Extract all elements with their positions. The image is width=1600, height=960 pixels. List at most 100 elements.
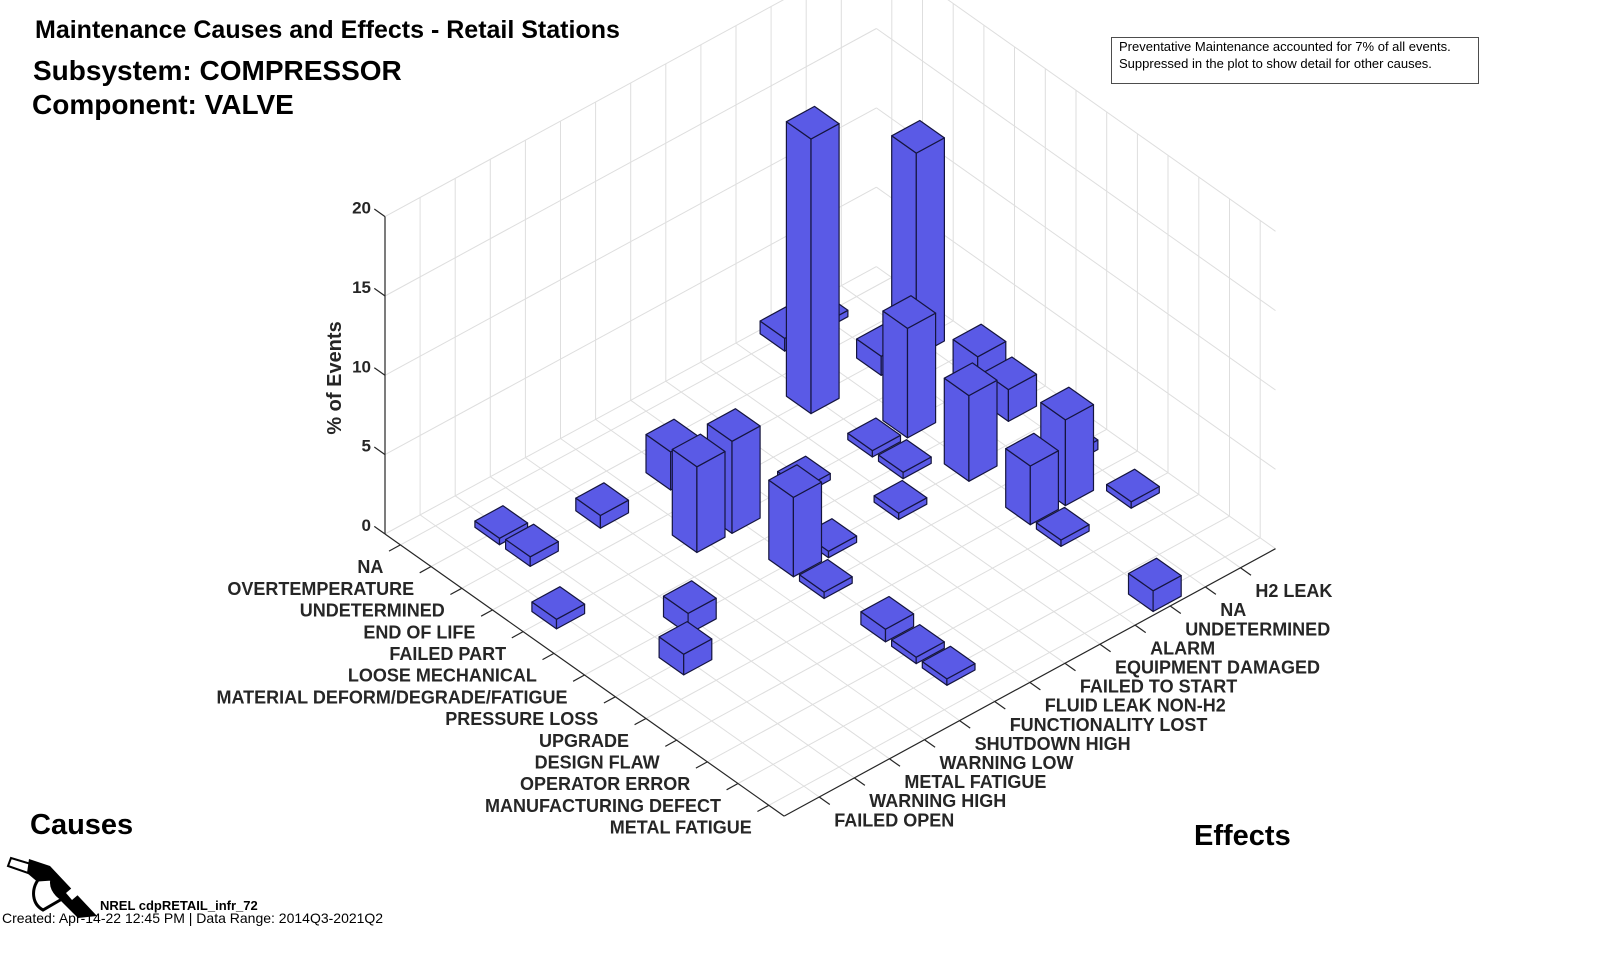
- floor-grid-line: [560, 438, 960, 722]
- bar-loose-mechanical--alarm: [877, 439, 932, 480]
- chart-title: Maintenance Causes and Effects - Retail …: [35, 16, 620, 44]
- bar-upgrade--undetermined: [1005, 432, 1060, 526]
- bar-failed-part--shutdown-high: [671, 433, 726, 554]
- bar-metal-fatigue--undetermined: [1127, 557, 1182, 613]
- cause-tick-label: UPGRADE: [539, 731, 629, 751]
- effect-tick-label: SHUTDOWN HIGH: [975, 734, 1131, 754]
- nozzle-band-shape: [66, 887, 79, 900]
- bar-top-face: [662, 580, 717, 615]
- wall-grid-line: [384, 28, 877, 297]
- bar-failed-part--undetermined: [882, 295, 937, 439]
- effect-tick-label: WARNING HIGH: [869, 791, 1006, 811]
- annotation-line-2: Suppressed in the plot to show detail fo…: [1119, 56, 1432, 71]
- cause-tick-label: FAILED PART: [389, 644, 506, 664]
- bar-top-face: [891, 119, 946, 154]
- bar-top-face: [658, 620, 713, 655]
- bar-top-face: [575, 482, 630, 517]
- cause-tick-label: OVERTEMPERATURE: [227, 579, 414, 599]
- effect-tick-label: ALARM: [1150, 638, 1215, 658]
- cause-tick-label: UNDETERMINED: [300, 601, 445, 621]
- effect-tick-mark: [1134, 624, 1147, 634]
- bar-right-face: [968, 379, 998, 482]
- bar-material-deform-degrade-fatigue--undetermined: [943, 362, 998, 482]
- cause-tick-label: DESIGN FLAW: [535, 752, 660, 772]
- bar-design-flaw--functionality-lost: [860, 595, 915, 643]
- bar-top-face: [798, 558, 853, 593]
- bar-material-deform-degrade-fatigue--metal-fatigue: [662, 580, 717, 635]
- annotation-box: Preventative Maintenance accounted for 7…: [1111, 37, 1479, 84]
- floor-grid-line: [419, 514, 820, 798]
- bar-top-face: [671, 433, 726, 468]
- effect-tick-label: FAILED OPEN: [834, 810, 954, 830]
- nozzle-body-shape: [27, 859, 97, 918]
- bar-right-face: [906, 312, 937, 439]
- effect-tick-mark: [853, 777, 866, 786]
- bar-undetermined--warning-high: [505, 523, 559, 568]
- bar-failed-part--alarm: [847, 417, 902, 458]
- cause-tick-mark: [450, 587, 463, 596]
- bar-design-flaw--undetermined: [1035, 506, 1090, 548]
- bar-top-face: [921, 645, 976, 680]
- cause-tick-mark: [757, 804, 770, 813]
- effect-tick-label: NA: [1220, 600, 1246, 620]
- bar-top-face: [531, 586, 586, 620]
- bar-right-face: [792, 481, 823, 578]
- bar-top-face: [882, 295, 937, 329]
- z-tick-mark: [373, 525, 386, 535]
- bar-pressure-loss--functionality-lost: [798, 558, 853, 600]
- bar-operator-error--functionality-lost: [890, 623, 945, 665]
- annotation-border: [1111, 37, 1479, 84]
- cause-tick-label: METAL FATIGUE: [610, 818, 752, 838]
- bar-left-face: [882, 310, 909, 439]
- annotation-line-1: Preventative Maintenance accounted for 7…: [1119, 39, 1451, 54]
- bar-top-face: [785, 105, 840, 140]
- bar-top-face: [943, 362, 998, 397]
- logo-text: NREL cdpRETAIL_infr_72: [100, 898, 258, 913]
- fuel-nozzle-icon: [6, 856, 97, 918]
- effect-tick-label: WARNING LOW: [940, 753, 1074, 773]
- cause-tick-label: NA: [357, 557, 383, 577]
- wall-grid-line: [947, 0, 1276, 232]
- bar-manufacturing-defect--functionality-lost: [921, 645, 976, 686]
- bar-undetermined--h2-leak: [891, 119, 946, 357]
- cause-tick-mark: [388, 544, 401, 552]
- bar-top-face: [1040, 386, 1095, 421]
- bar-overtemperature--warning-high: [474, 505, 529, 546]
- effect-tick-mark: [889, 758, 901, 767]
- nozzle-handle-shape: [32, 877, 65, 912]
- effect-tick-mark: [959, 720, 971, 729]
- cause-tick-label: END OF LIFE: [363, 622, 475, 642]
- cause-tick-label: PRESSURE LOSS: [445, 709, 598, 729]
- bar-top-face: [952, 323, 1007, 358]
- component-label: Component: VALVE: [32, 89, 294, 120]
- bar-right-face: [1064, 404, 1095, 507]
- effect-tick-label: EQUIPMENT DAMAGED: [1115, 658, 1320, 678]
- bar-right-face: [810, 123, 840, 415]
- z-tick-label: 20: [352, 199, 371, 218]
- subsystem-label: Subsystem: COMPRESSOR: [33, 55, 402, 86]
- cause-tick-mark: [603, 696, 616, 704]
- bar-failed-part--failed-open: [531, 586, 586, 630]
- bar-top-face: [768, 464, 823, 498]
- wall-grid-line: [384, 0, 785, 218]
- z-tick-label: 5: [362, 437, 371, 456]
- bar-top-face: [474, 505, 529, 539]
- cause-tick-mark: [419, 565, 432, 574]
- bar-top-face: [1105, 468, 1160, 503]
- effect-tick-label: UNDETERMINED: [1185, 619, 1330, 639]
- causes-axis-title: Causes: [30, 809, 133, 841]
- effect-tick-mark: [1204, 586, 1217, 595]
- cause-tick-label: LOOSE MECHANICAL: [348, 666, 537, 686]
- effect-tick-label: FLUID LEAK NON-H2: [1045, 696, 1226, 716]
- cause-tick-mark: [542, 652, 555, 661]
- wall-grid-line: [876, 28, 1276, 312]
- bar-right-face: [731, 425, 761, 535]
- z-tick-mark: [373, 446, 386, 456]
- bar-top-face: [877, 439, 932, 473]
- bar-undetermined--alarm: [785, 105, 840, 415]
- z-tick-mark: [373, 367, 386, 376]
- effect-tick-label: FUNCTIONALITY LOST: [1010, 715, 1208, 735]
- bar-top-face: [847, 417, 902, 452]
